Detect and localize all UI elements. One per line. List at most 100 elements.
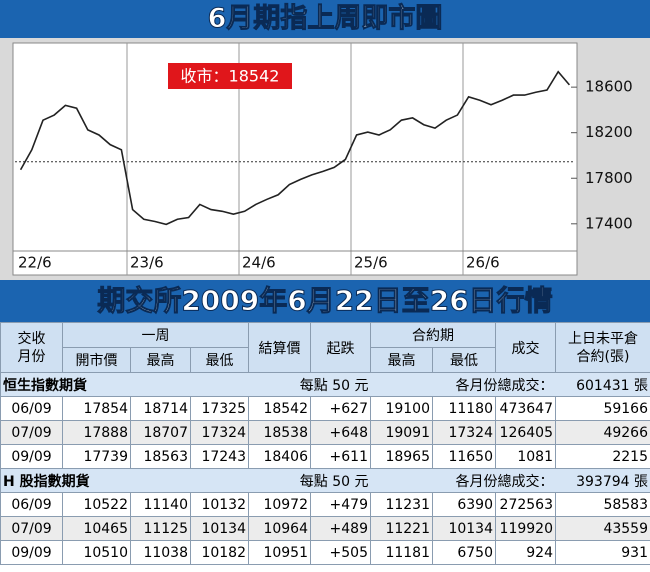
cell: +505	[310, 540, 371, 565]
plot-frame	[12, 42, 578, 276]
y-tick-label: 18600	[585, 78, 633, 96]
cell: +627	[310, 396, 371, 421]
data-row: 07/09 17888 18707 17324 18538 +648 19091 17324 1…	[0, 420, 650, 445]
cell: 6390	[432, 492, 496, 517]
cell: 10134	[432, 516, 496, 541]
cell: 393794 張	[555, 468, 650, 493]
cell: 10951	[248, 540, 311, 565]
cell: 10964	[248, 516, 311, 541]
header-cell: 成交	[495, 322, 556, 373]
cell: 18538	[248, 420, 311, 445]
cell: 10132	[190, 492, 249, 517]
quote-table: 交收月份 一周 結算價 起跌 合約期 成交 上日未平倉合約(張) 開市價 最高 …	[0, 322, 650, 565]
cell: 18563	[130, 444, 191, 469]
cell: 931	[555, 540, 650, 565]
cell: 09/09	[0, 444, 63, 469]
cell: 49266	[555, 420, 650, 445]
header-cell: 開市價	[62, 347, 131, 373]
header-cell: 起跌	[310, 322, 371, 373]
y-tick-label: 18200	[585, 123, 633, 141]
cell: 10134	[190, 516, 249, 541]
header-cell: 最低	[190, 347, 249, 373]
y-tick-label: 17400	[585, 214, 633, 232]
x-tick-label: 25/6	[354, 254, 388, 272]
cell: 18714	[130, 396, 191, 421]
cell: 601431 張	[555, 372, 650, 397]
top-banner: 6月期指上周即市圖	[0, 0, 650, 38]
annotation: 收市：18542	[181, 67, 280, 86]
data-row: 06/09 17854 18714 17325 18542 +627 19100 11180 4…	[0, 396, 650, 421]
cell: 11180	[432, 396, 496, 421]
cell: 10182	[190, 540, 249, 565]
cell: 11181	[370, 540, 433, 565]
cell: 1081	[495, 444, 556, 469]
price-line	[19, 70, 571, 226]
cell: 07/09	[0, 420, 63, 445]
cell: 17243	[190, 444, 249, 469]
cell: +611	[310, 444, 371, 469]
cell: 924	[495, 540, 556, 565]
cell: 17324	[432, 420, 496, 445]
cell: 18406	[248, 444, 311, 469]
cell: 17325	[190, 396, 249, 421]
cell: 10972	[248, 492, 311, 517]
header-cell: 交收月份	[0, 322, 63, 373]
x-tick-label: 26/6	[466, 254, 500, 272]
header-cell: 最低	[432, 347, 496, 373]
cell: 18542	[248, 396, 311, 421]
cell: 58583	[555, 492, 650, 517]
cell: 06/09	[0, 396, 63, 421]
cell: 11650	[432, 444, 496, 469]
cell: 43559	[555, 516, 650, 541]
chart: 17400 17800 18200 18600 22/6 23/6 24/6 25/6 26/6…	[0, 38, 650, 280]
cell: +489	[310, 516, 371, 541]
cell: 17854	[62, 396, 131, 421]
cell: +648	[310, 420, 371, 445]
data-row: 09/09 10510 11038 10182 10951 +505 11181 6750 92…	[0, 540, 650, 565]
cell: 10510	[62, 540, 131, 565]
cell: 119920	[495, 516, 556, 541]
cell: 每點 50 元	[190, 372, 371, 397]
header-cell: 結算價	[248, 322, 311, 373]
cell: 18965	[370, 444, 433, 469]
cell: 11231	[370, 492, 433, 517]
header-text: 上日未平倉合約(張)	[567, 330, 638, 365]
data-row: 09/09 17739 18563 17243 18406 +611 18965 11650 1…	[0, 444, 650, 469]
cell: 18707	[130, 420, 191, 445]
section-row: H 股指數期貨 每點 50 元各月份總成交： 393794 張	[0, 468, 650, 493]
cell: 09/09	[0, 540, 63, 565]
cell: 各月份總成交：	[370, 468, 556, 493]
header-cell: 一周	[62, 322, 249, 348]
cell: 126405	[495, 420, 556, 445]
cell: 17739	[62, 444, 131, 469]
cell: 07/09	[0, 516, 63, 541]
bottom-banner: 期交所2009年6月22日至26日行情	[0, 280, 650, 322]
cell: 19100	[370, 396, 433, 421]
cell: 17324	[190, 420, 249, 445]
cell: 59166	[555, 396, 650, 421]
cell: 各月份總成交：	[370, 372, 556, 397]
cell: 11125	[130, 516, 191, 541]
cell: 11140	[130, 492, 191, 517]
annotation-box	[168, 63, 292, 89]
cell: 10465	[62, 516, 131, 541]
x-tick-label: 24/6	[242, 254, 276, 272]
data-row: 06/09 10522 11140 10132 10972 +479 11231 6390 27…	[0, 492, 650, 517]
cell: 恒生指數期貨	[0, 372, 191, 397]
cell: 2215	[555, 444, 650, 469]
header-cell: 上日未平倉合約(張)	[555, 322, 650, 373]
header-cell: 合約期	[370, 322, 496, 348]
header-text: 交收月份	[17, 330, 46, 365]
cell: 473647	[495, 396, 556, 421]
cell: 6750	[432, 540, 496, 565]
cell: 19091	[370, 420, 433, 445]
section-row: 恒生指數期貨 每點 50 元各月份總成交： 601431 張	[0, 372, 650, 397]
cell: 11221	[370, 516, 433, 541]
x-tick-label: 22/6	[18, 254, 52, 272]
y-tick-label: 17800	[585, 169, 633, 187]
cell: H 股指數期貨	[0, 468, 191, 493]
header-cell: 最高	[130, 347, 191, 373]
cell: 06/09	[0, 492, 63, 517]
x-tick-label: 23/6	[130, 254, 164, 272]
